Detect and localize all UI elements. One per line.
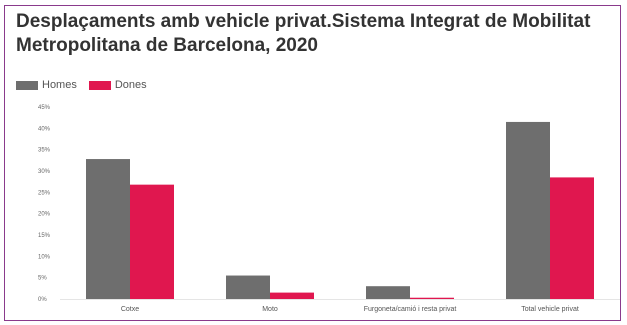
bar-dones-2[interactable]	[410, 297, 454, 299]
bar-dones-3[interactable]	[550, 177, 594, 299]
legend-swatch-dones	[88, 80, 111, 90]
bar-homes-2[interactable]	[366, 286, 410, 299]
y-tick-label: 30%	[38, 169, 51, 175]
bar-homes-0[interactable]	[86, 159, 130, 299]
bar-homes-1[interactable]	[226, 275, 270, 299]
y-tick-label: 40%	[38, 126, 51, 132]
y-tick-label: 0%	[38, 297, 47, 303]
chart-title: Desplaçaments amb vehicle privat.Sistema…	[16, 11, 591, 56]
x-category-label: Furgoneta/camió i resta privat	[364, 306, 457, 313]
legend-item-homes[interactable]: Homes	[16, 79, 77, 91]
bar-dones-1[interactable]	[270, 292, 314, 299]
y-tick-label: 15%	[38, 233, 51, 239]
y-tick-label: 20%	[38, 212, 51, 218]
legend: Homes Dones	[16, 78, 159, 92]
x-category-label: Moto	[262, 306, 278, 313]
y-tick-label: 5%	[38, 276, 47, 282]
y-tick-label: 45%	[38, 105, 51, 111]
x-category-label: Total vehicle privat	[521, 306, 579, 313]
bar-dones-0[interactable]	[130, 184, 174, 299]
y-tick-label: 35%	[38, 148, 51, 154]
legend-swatch-homes	[16, 80, 38, 90]
x-category-label: Cotxe	[121, 306, 139, 313]
legend-label-dones: Dones	[114, 79, 147, 91]
y-tick-label: 25%	[38, 190, 51, 196]
bar-homes-3[interactable]	[506, 121, 550, 299]
legend-item-dones[interactable]: Dones	[88, 79, 147, 91]
legend-label-homes: Homes	[42, 79, 77, 91]
y-tick-label: 10%	[38, 254, 51, 260]
